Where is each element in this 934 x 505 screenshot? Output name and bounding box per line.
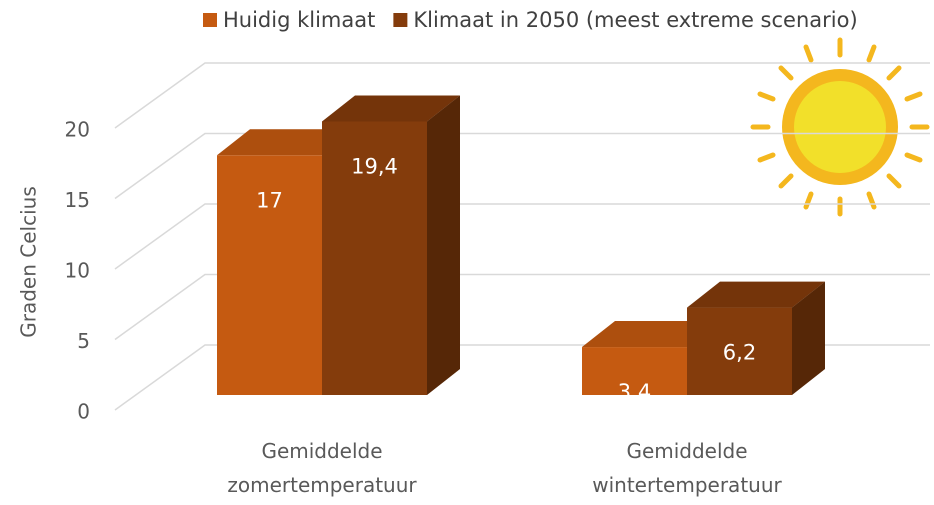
grid-line <box>114 203 930 270</box>
bar-side-shade <box>427 95 460 396</box>
bar-top-shade <box>687 281 825 308</box>
grid-line <box>114 62 930 129</box>
bar-top-shade <box>322 95 460 122</box>
bar-front <box>322 121 427 396</box>
legend-swatch <box>393 13 408 27</box>
y-axis-label: Graden Celcius <box>17 186 41 337</box>
value-label: 17 <box>256 188 283 212</box>
bar-front <box>687 307 792 395</box>
bar-top <box>582 321 720 348</box>
legend-label: Klimaat in 2050 (meest extreme scenario) <box>413 8 857 32</box>
bar-front <box>217 155 322 395</box>
y-tick-label: 5 <box>77 329 90 353</box>
legend-label: Huidig klimaat <box>223 8 375 32</box>
y-tick-label: 15 <box>65 188 90 212</box>
grid-line <box>114 273 930 341</box>
y-tick-label: 20 <box>65 118 90 142</box>
bar-front <box>582 347 687 395</box>
sun <box>750 37 930 217</box>
bar-top <box>322 95 460 122</box>
bar-top <box>687 281 825 308</box>
x-tick-label: Gemiddelde zomertemperatuur <box>227 439 417 497</box>
value-label: 3,4 <box>618 380 651 404</box>
value-label: 6,2 <box>723 341 756 365</box>
bar <box>582 321 720 395</box>
x-tick-label: Gemiddelde wintertemperatuur <box>592 439 782 497</box>
y-tick-label: 10 <box>65 259 90 283</box>
bar-top <box>217 129 355 156</box>
bar-side-shade <box>792 281 825 395</box>
legend-swatch <box>203 13 217 27</box>
y-tick-label: 0 <box>77 400 90 424</box>
grid-line <box>114 132 930 200</box>
bar <box>322 95 460 396</box>
bar <box>687 281 825 395</box>
bar-top-shade <box>582 321 720 348</box>
bar-top-shade <box>217 129 355 156</box>
bar-side <box>427 95 460 396</box>
value-label: 19,4 <box>351 154 398 178</box>
bar-side <box>792 281 825 395</box>
